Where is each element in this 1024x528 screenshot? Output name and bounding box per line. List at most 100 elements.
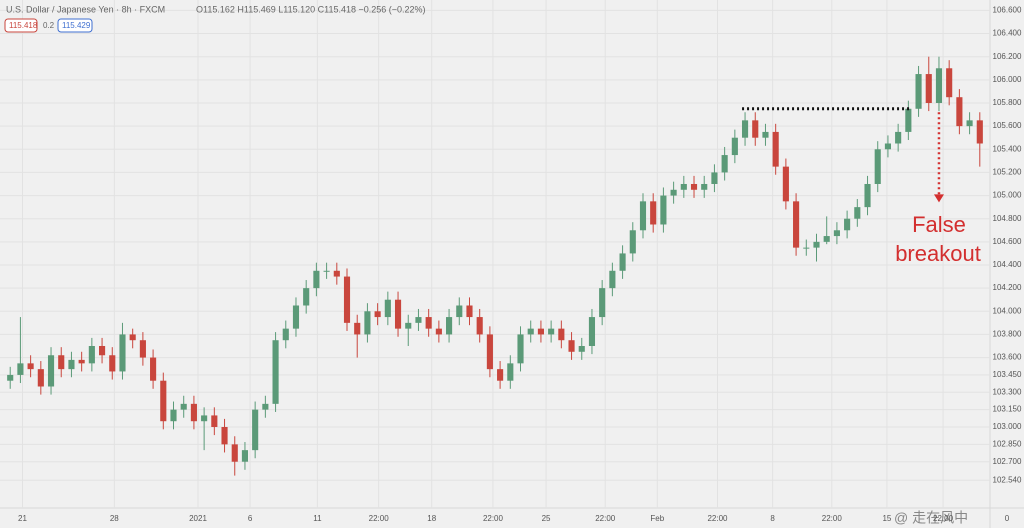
x-tick-label: 2021 xyxy=(189,514,207,523)
x-tick-label: 6 xyxy=(248,514,253,523)
badge-text: 115.429 xyxy=(62,21,91,30)
candle-body xyxy=(884,143,891,150)
candle-body xyxy=(905,108,912,132)
candle-body xyxy=(670,189,677,196)
candle-body xyxy=(323,270,330,272)
candle-body xyxy=(282,328,289,341)
candle-body xyxy=(27,363,34,370)
y-tick-label: 106.600 xyxy=(993,6,1022,15)
candle-body xyxy=(946,68,953,98)
candle-body xyxy=(793,201,800,248)
badge xyxy=(4,18,38,33)
chart-title: U.S. Dollar / Japanese Yen · 8h · FXCM xyxy=(6,4,165,14)
candle-body xyxy=(925,74,932,103)
candle-body xyxy=(741,120,749,138)
candle-body xyxy=(292,305,300,329)
candle-body xyxy=(241,450,249,462)
candle-body xyxy=(262,403,269,410)
x-tick-label: 25 xyxy=(542,514,551,523)
candles xyxy=(7,56,983,476)
x-tick-label: 22:00 xyxy=(369,514,390,523)
y-tick-label: 104.000 xyxy=(993,306,1022,315)
candle-body xyxy=(415,317,422,323)
badge-text: 0.2 xyxy=(43,21,55,30)
candle-body xyxy=(537,328,544,335)
candle-body xyxy=(803,247,810,249)
annotation: False xyxy=(912,212,966,237)
candle-body xyxy=(313,270,320,289)
candle-body xyxy=(364,311,371,335)
candle-body xyxy=(68,359,75,370)
x-tick-label: 22:00 xyxy=(707,514,728,523)
candle-body xyxy=(660,195,667,225)
candle-body xyxy=(854,207,861,219)
candle-body xyxy=(497,369,504,381)
candle-body xyxy=(966,120,973,127)
candle-body xyxy=(864,183,871,208)
candle-body xyxy=(211,415,218,427)
badge xyxy=(57,18,93,33)
y-tick-label: 103.800 xyxy=(993,330,1022,339)
y-tick-label: 104.800 xyxy=(993,214,1022,223)
candle-body xyxy=(752,120,759,138)
y-tick-label: 103.600 xyxy=(993,353,1022,362)
candle-body xyxy=(650,201,657,225)
candle-body xyxy=(384,299,391,318)
candle-body xyxy=(17,363,24,375)
y-tick-label: 102.850 xyxy=(993,439,1022,448)
candle-body xyxy=(170,409,177,422)
candle-body xyxy=(548,328,555,335)
candle-body xyxy=(139,340,146,358)
x-tick-label: 11 xyxy=(313,514,322,523)
candle-body xyxy=(374,311,381,318)
candle-body xyxy=(476,317,483,335)
candle-body xyxy=(558,328,565,341)
candle-body xyxy=(180,403,187,410)
candle-body xyxy=(578,345,585,352)
y-tick-label: 105.400 xyxy=(993,144,1022,153)
candle-body xyxy=(690,183,698,190)
candle-body xyxy=(333,270,340,277)
candle-body xyxy=(343,276,351,323)
candle-body xyxy=(517,334,524,364)
candle-body xyxy=(37,369,44,387)
x-tick-label: Feb xyxy=(650,514,664,523)
candle-body xyxy=(446,317,453,335)
y-tick-label: 103.300 xyxy=(993,387,1022,396)
candle-body xyxy=(701,183,708,190)
y-tick-label: 102.540 xyxy=(993,475,1022,484)
y-tick-label: 104.200 xyxy=(993,283,1022,292)
candle-body xyxy=(823,236,830,242)
candle-body xyxy=(394,299,402,329)
candle-body xyxy=(486,334,493,370)
candle-body xyxy=(47,355,55,387)
candle-body xyxy=(721,155,728,173)
candle-body xyxy=(425,317,432,329)
y-tick-label: 106.200 xyxy=(993,52,1022,61)
y-tick-label: 102.700 xyxy=(993,457,1022,466)
candle-body xyxy=(976,120,983,144)
y-tick-label: 106.400 xyxy=(993,29,1022,38)
annotation: breakout xyxy=(895,241,981,266)
y-tick-label: 104.600 xyxy=(993,237,1022,246)
y-tick-label: 104.400 xyxy=(993,260,1022,269)
candle-body xyxy=(303,288,310,306)
candle-body xyxy=(731,137,738,156)
candle-body xyxy=(935,68,943,103)
candle-body xyxy=(609,270,616,289)
x-tick-label: 28 xyxy=(110,514,119,523)
candle-body xyxy=(762,131,769,138)
candle-body xyxy=(844,218,851,231)
candle-body xyxy=(588,317,596,346)
candle-body xyxy=(231,444,238,462)
candle-body xyxy=(190,403,197,422)
candle-body xyxy=(78,359,85,364)
candle-body xyxy=(527,328,534,335)
candle-body xyxy=(915,74,922,109)
candle-body xyxy=(568,340,575,352)
candle-body xyxy=(833,230,840,237)
y-tick-label: 105.200 xyxy=(993,168,1022,177)
y-tick-label: 103.450 xyxy=(993,370,1022,379)
candle-body xyxy=(466,305,473,318)
